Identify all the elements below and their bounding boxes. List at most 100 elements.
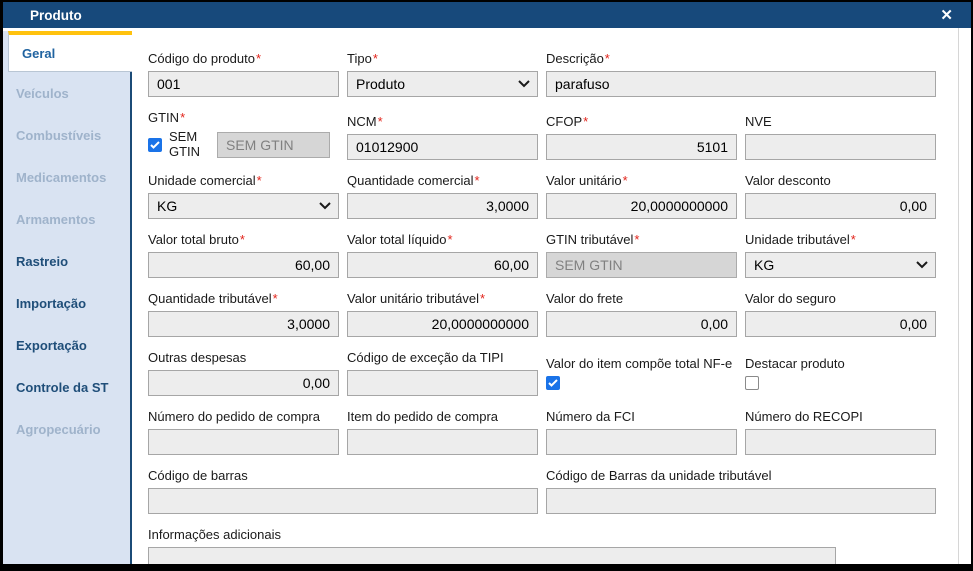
field-gtin: GTIN* SEM GTIN [148, 110, 339, 160]
numero-pedido-compra-input[interactable] [148, 428, 339, 455]
field-label: Valor total líquido* [347, 231, 453, 247]
field-codigo-excecao-tipi: Código de exceção da TIPI [347, 350, 538, 396]
numero-recopi-input[interactable] [745, 428, 936, 455]
quantidade-comercial-input[interactable] [347, 192, 538, 219]
field-gtin-tributavel: GTIN tributável* [546, 232, 737, 278]
field-item-compoe-total: Valor do item compõe total NF-e [546, 356, 737, 396]
sem-gtin-checkbox[interactable] [148, 137, 162, 152]
tab-panel-geral: Código do produto* Tipo* Produto Descriç… [130, 28, 971, 564]
field-label: GTIN tributável* [546, 231, 640, 247]
field-label: Unidade comercial* [148, 172, 262, 188]
field-label: Código do produto* [148, 51, 262, 66]
tab-geral[interactable]: Geral [8, 31, 132, 72]
tab-importacao[interactable]: Importação [16, 295, 87, 311]
field-valor-desconto: Valor desconto [745, 173, 936, 219]
field-codigo-produto: Código do produto* [148, 51, 339, 97]
field-label: Valor desconto [745, 172, 831, 188]
field-label: GTIN* [148, 110, 186, 125]
panel-edge-line [958, 28, 959, 564]
close-button[interactable]: ✕ [936, 8, 957, 23]
unidade-tributavel-select[interactable]: KG [745, 251, 936, 278]
close-icon: ✕ [940, 6, 953, 24]
quantidade-tributavel-input[interactable] [148, 310, 339, 337]
field-label: Código de Barras da unidade tributável [546, 467, 772, 483]
field-label: CFOP* [546, 113, 589, 129]
outras-despesas-input[interactable] [148, 369, 339, 396]
field-label: Valor do frete [546, 290, 624, 306]
item-compoe-total-checkbox[interactable] [546, 375, 560, 390]
nve-input[interactable] [745, 133, 936, 160]
field-label: Número do pedido de compra [148, 408, 320, 424]
unidade-comercial-select[interactable]: KG [148, 192, 339, 219]
tab-veiculos: Veículos [16, 85, 69, 101]
dialog-title: Produto [30, 7, 82, 23]
tipo-select[interactable]: Produto [347, 71, 538, 97]
field-valor-total-liquido: Valor total líquido* [347, 232, 538, 278]
field-codigo-barras-unidade-tributavel: Código de Barras da unidade tributável [546, 468, 936, 514]
codigo-barras-input[interactable] [148, 487, 538, 514]
informacoes-adicionais-input[interactable] [148, 546, 836, 564]
destacar-produto-checkbox[interactable] [745, 375, 759, 390]
field-outras-despesas: Outras despesas [148, 350, 339, 396]
field-informacoes-adicionais: Informações adicionais [148, 527, 936, 564]
tab-rastreio[interactable]: Rastreio [16, 253, 69, 269]
valor-seguro-input[interactable] [745, 310, 936, 337]
item-pedido-compra-input[interactable] [347, 428, 538, 455]
field-label: Unidade tributável* [745, 231, 856, 247]
field-label: Valor total bruto* [148, 231, 245, 247]
field-label: Código de barras [148, 467, 248, 483]
valor-unitario-tributavel-input[interactable] [347, 310, 538, 337]
field-numero-pedido-compra: Número do pedido de compra [148, 409, 339, 455]
valor-frete-input[interactable] [546, 310, 737, 337]
field-label: Item do pedido de compra [347, 408, 499, 424]
main-area: Geral Veículos Combustíveis Medicamentos… [3, 28, 971, 564]
field-quantidade-comercial: Quantidade comercial* [347, 173, 538, 219]
field-descricao: Descrição* [546, 51, 936, 97]
produto-form: Código do produto* Tipo* Produto Descriç… [148, 51, 936, 564]
tab-agropecuario: Agropecuário [16, 421, 101, 437]
valor-unitario-input[interactable] [546, 192, 737, 219]
numero-fci-input[interactable] [546, 428, 737, 455]
field-label: Número do RECOPI [745, 408, 863, 424]
codigo-excecao-tipi-input[interactable] [347, 369, 538, 396]
field-label: NCM* [347, 113, 383, 129]
sem-gtin-checkbox-label: SEM GTIN [169, 129, 201, 159]
field-label: Destacar produto [745, 355, 845, 371]
field-ncm: NCM* [347, 114, 538, 160]
field-label: Outras despesas [148, 349, 247, 365]
field-label: NVE [745, 113, 772, 129]
field-label: Código de exceção da TIPI [347, 349, 504, 365]
gtin-input [217, 131, 330, 158]
field-valor-seguro: Valor do seguro [745, 291, 936, 337]
field-valor-frete: Valor do frete [546, 291, 737, 337]
tab-combustiveis: Combustíveis [16, 127, 102, 143]
sidebar-tabs: Geral Veículos Combustíveis Medicamentos… [3, 31, 132, 564]
tab-exportacao[interactable]: Exportação [16, 337, 87, 353]
codigo-produto-input[interactable] [148, 71, 339, 97]
field-nve: NVE [745, 114, 936, 160]
gtin-tributavel-input [546, 251, 737, 278]
valor-total-liquido-input[interactable] [347, 251, 538, 278]
valor-desconto-input[interactable] [745, 192, 936, 219]
check-icon [150, 141, 160, 149]
codigo-barras-unidade-tributavel-input[interactable] [546, 487, 936, 514]
field-valor-total-bruto: Valor total bruto* [148, 232, 339, 278]
valor-total-bruto-input[interactable] [148, 251, 339, 278]
field-unidade-comercial: Unidade comercial* KG [148, 173, 339, 219]
check-icon [548, 379, 558, 387]
field-label: Descrição* [546, 51, 610, 66]
field-item-pedido-compra: Item do pedido de compra [347, 409, 538, 455]
field-numero-recopi: Número do RECOPI [745, 409, 936, 455]
field-unidade-tributavel: Unidade tributável* KG [745, 232, 936, 278]
tab-medicamentos: Medicamentos [16, 169, 107, 185]
ncm-input[interactable] [347, 133, 538, 160]
descricao-input[interactable] [546, 71, 936, 97]
tab-controle-da-st[interactable]: Controle da ST [16, 379, 109, 395]
field-codigo-barras: Código de barras [148, 468, 538, 514]
field-label: Valor do seguro [745, 290, 836, 306]
cfop-input[interactable] [546, 133, 737, 160]
field-valor-unitario: Valor unitário* [546, 173, 737, 219]
field-label: Valor unitário* [546, 172, 628, 188]
field-destacar-produto: Destacar produto [745, 356, 936, 396]
